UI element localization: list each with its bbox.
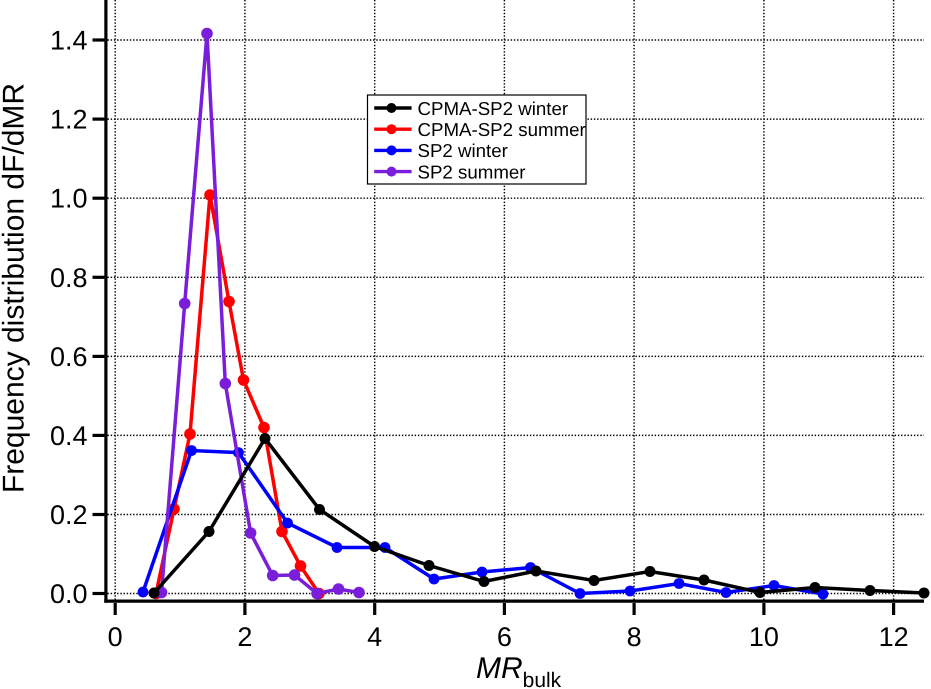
svg-text:10: 10 (749, 622, 779, 652)
svg-text:2: 2 (237, 622, 252, 652)
svg-text:0.6: 0.6 (50, 342, 88, 372)
svg-text:CPMA-SP2 winter: CPMA-SP2 winter (418, 98, 569, 119)
svg-text:8: 8 (627, 622, 642, 652)
svg-text:6: 6 (497, 622, 512, 652)
svg-text:MRbulk: MRbulk (476, 652, 562, 689)
svg-text:4: 4 (367, 622, 382, 652)
svg-text:1.2: 1.2 (50, 105, 88, 135)
svg-text:0.2: 0.2 (50, 500, 88, 530)
svg-text:0.4: 0.4 (50, 421, 88, 451)
svg-text:0.0: 0.0 (50, 579, 88, 609)
svg-text:0.8: 0.8 (50, 263, 88, 293)
svg-text:SP2 summer: SP2 summer (418, 161, 526, 182)
svg-text:1.0: 1.0 (50, 184, 88, 214)
svg-text:Frequency distribution dF/dMR: Frequency distribution dF/dMR (0, 83, 31, 493)
svg-text:12: 12 (879, 622, 909, 652)
svg-text:0: 0 (108, 622, 123, 652)
svg-text:CPMA-SP2 summer: CPMA-SP2 summer (418, 119, 586, 140)
svg-text:SP2 winter: SP2 winter (418, 140, 508, 161)
svg-text:1.4: 1.4 (50, 26, 88, 56)
